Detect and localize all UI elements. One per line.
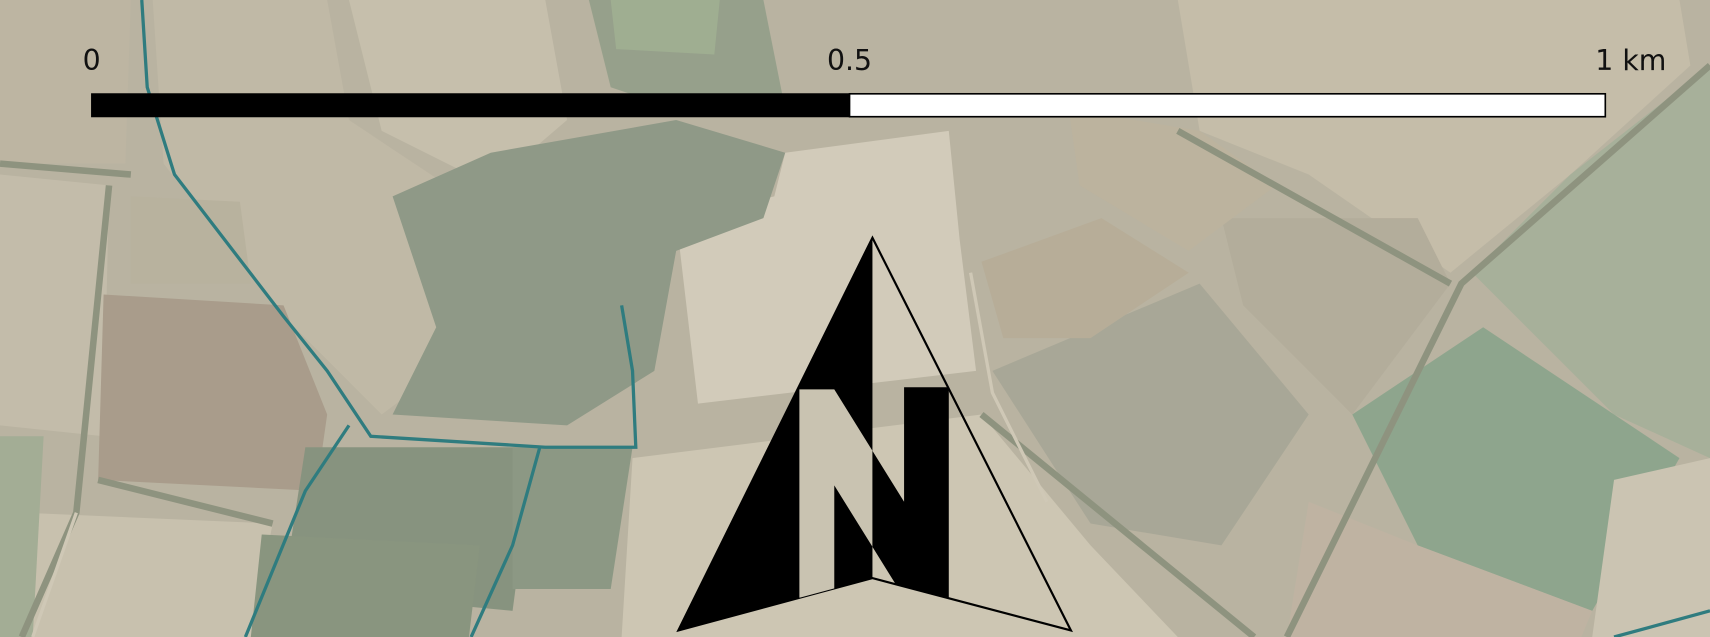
scale-label: 0	[83, 44, 101, 77]
scale-bar-segment-white	[848, 92, 1607, 118]
north-letter-light	[799, 387, 873, 598]
north-arrow-outline	[676, 235, 1073, 633]
scale-label: 1 km	[1595, 44, 1666, 77]
scale-bar-segment-black	[91, 93, 851, 118]
north-letter-dark	[872, 387, 949, 598]
scale-label: 0.5	[827, 44, 872, 77]
scale-bar: 0 0.5 1 km	[83, 44, 1666, 118]
north-arrow	[676, 235, 1073, 633]
